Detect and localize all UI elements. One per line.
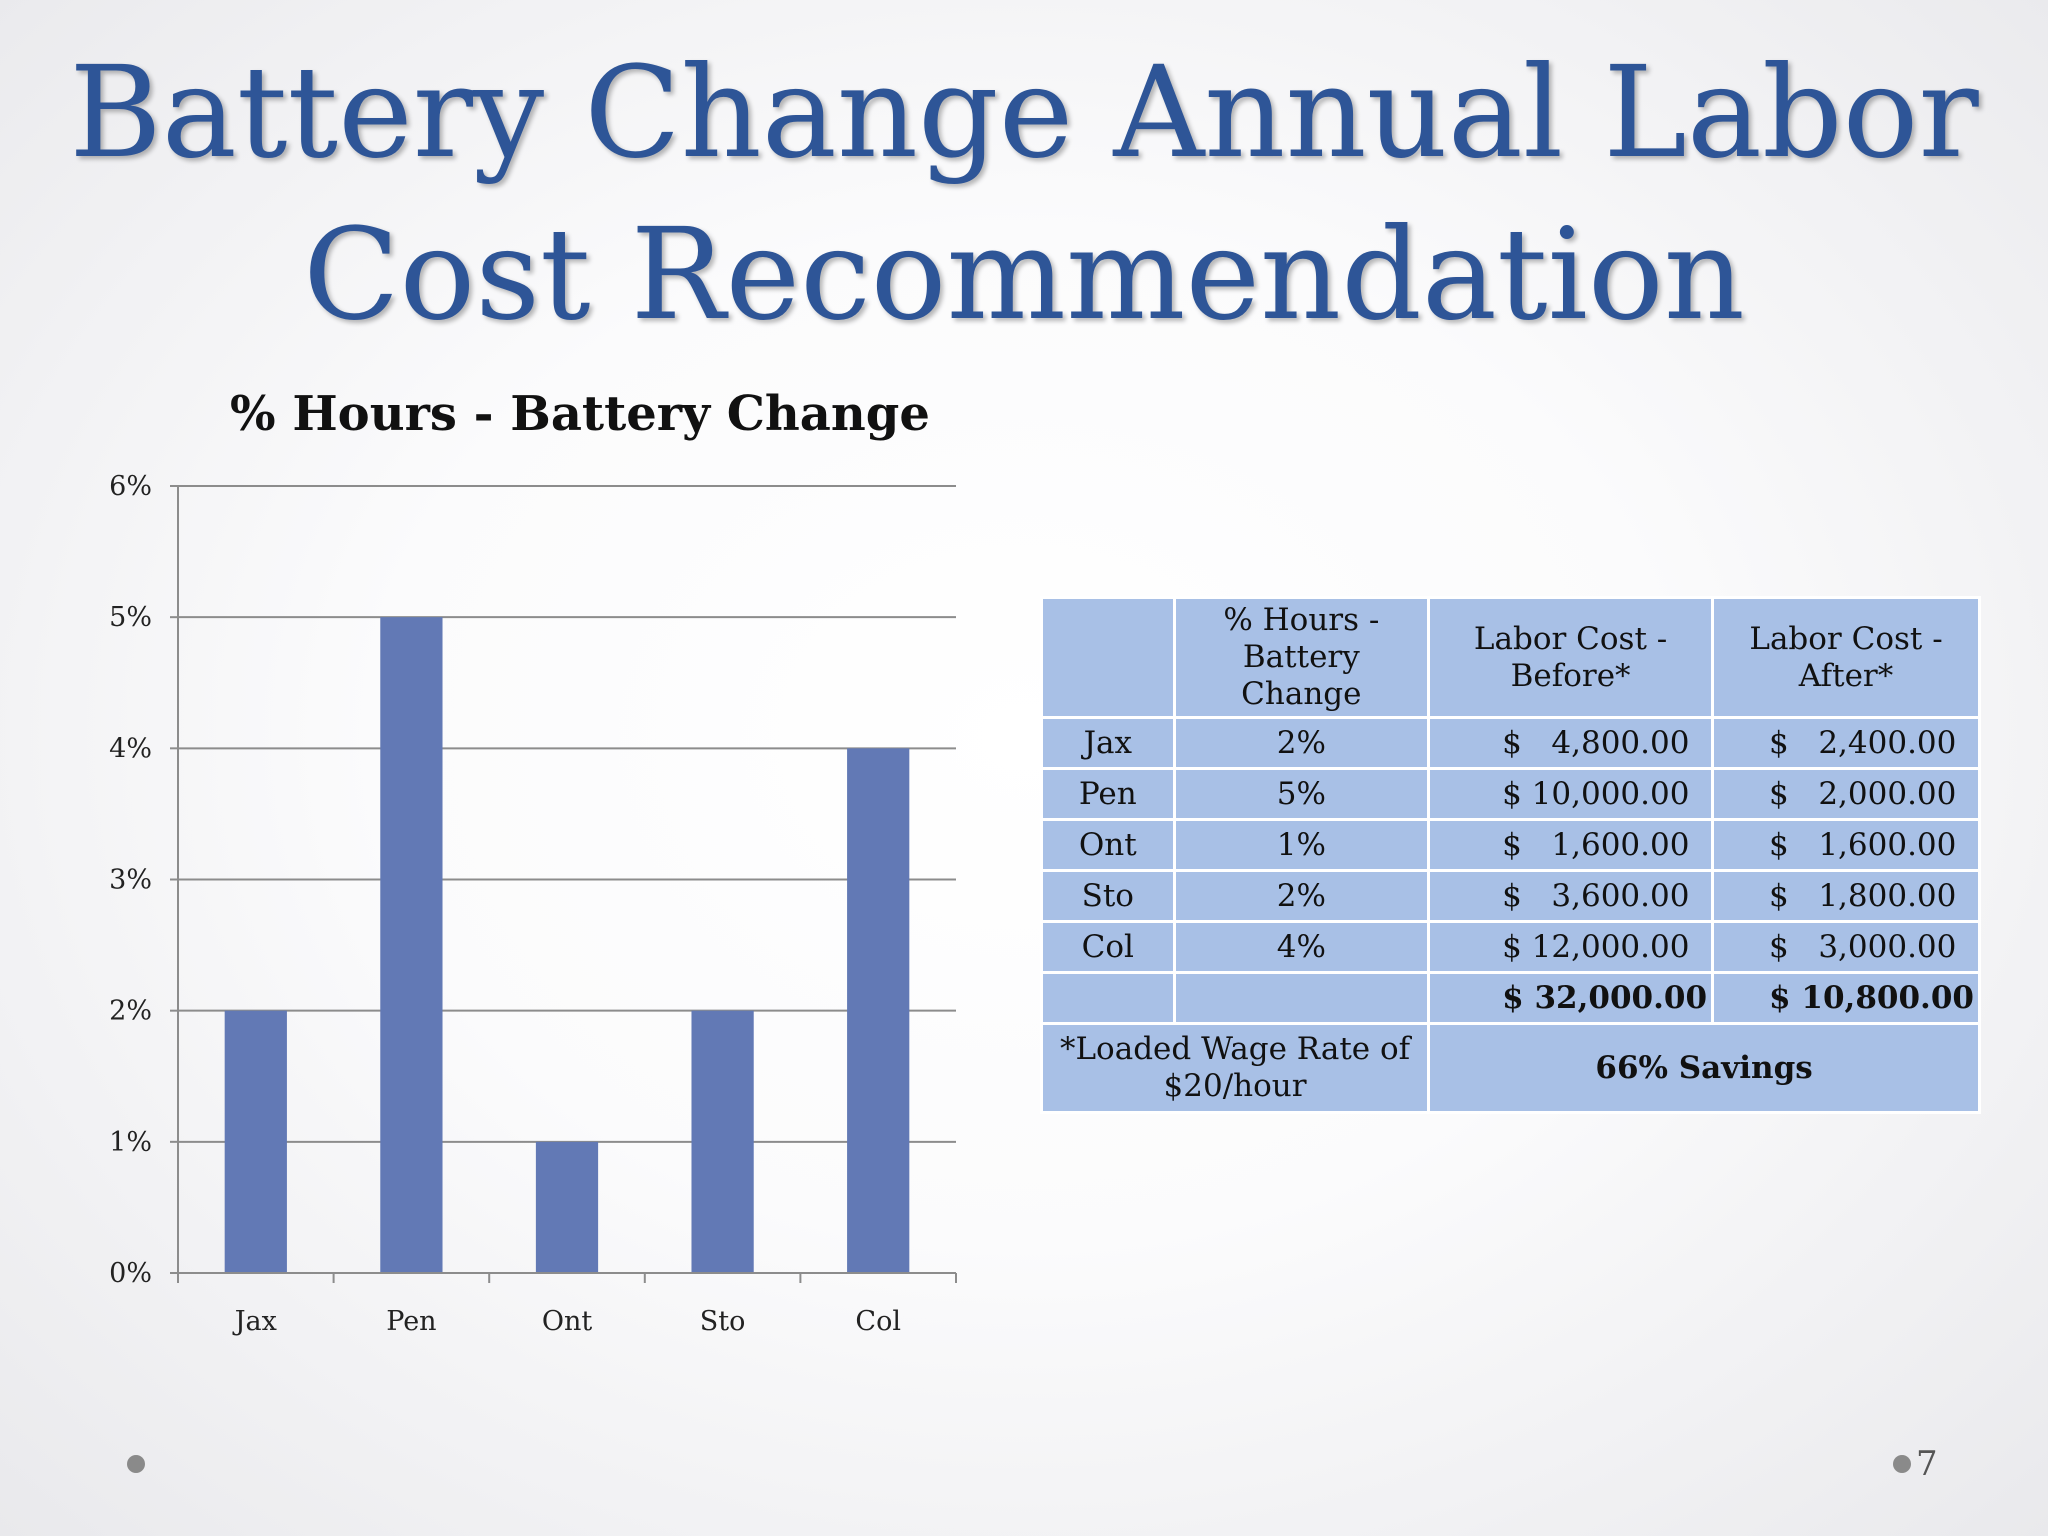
bullet-dot-left	[127, 1455, 145, 1473]
bar-pen	[380, 617, 443, 1273]
bar-sto	[691, 1010, 754, 1273]
wage-rate-footnote: *Loaded Wage Rate of $20/hour	[1039, 1022, 1431, 1114]
chart-title: % Hours - Battery Change	[230, 386, 930, 442]
slide-title: Battery Change Annual Labor Cost Recomme…	[0, 32, 2048, 356]
after-cell: $ 2,000.00	[1711, 767, 1981, 821]
x-tick-label: Pen	[386, 1306, 436, 1337]
x-tick-label: Sto	[700, 1306, 746, 1337]
table-header-row: % Hours - Battery Change Labor Cost - Be…	[1040, 596, 1981, 719]
total-after-cell: $ 10,800.00	[1711, 971, 1981, 1025]
total-empty-cell	[1040, 971, 1176, 1025]
after-cell: $ 1,800.00	[1711, 869, 1981, 923]
after-cell: $ 3,000.00	[1711, 920, 1981, 974]
table-total-row: $ 32,000.00 $ 10,800.00	[1040, 971, 1981, 1025]
site-cell: Jax	[1040, 716, 1176, 770]
y-tick-label: 1%	[109, 1127, 152, 1158]
table-footer-row: *Loaded Wage Rate of $20/hour 66% Saving…	[1039, 1022, 1981, 1114]
total-empty-cell	[1172, 971, 1431, 1025]
y-tick-label: 2%	[109, 996, 152, 1027]
site-cell: Sto	[1040, 869, 1176, 923]
pct-cell: 4%	[1172, 920, 1431, 974]
slide-title-line-2: Cost Recommendation	[303, 201, 1745, 348]
before-cell: $ 3,600.00	[1427, 869, 1715, 923]
before-cell: $ 12,000.00	[1427, 920, 1715, 974]
table-row: Pen 5% $ 10,000.00 $ 2,000.00	[1040, 767, 1981, 821]
site-cell: Pen	[1040, 767, 1176, 821]
y-tick-label: 6%	[109, 471, 152, 502]
x-tick-label: Jax	[232, 1306, 277, 1337]
site-cell: Ont	[1040, 818, 1176, 872]
site-cell: Col	[1040, 920, 1176, 974]
before-cell: $ 10,000.00	[1427, 767, 1715, 821]
y-tick-label: 3%	[109, 865, 152, 896]
header-cell-after: Labor Cost - After*	[1711, 596, 1981, 719]
table-row: Sto 2% $ 3,600.00 $ 1,800.00	[1040, 869, 1981, 923]
total-before-cell: $ 32,000.00	[1427, 971, 1715, 1025]
y-tick-label: 4%	[109, 733, 152, 764]
page-number: 7	[1916, 1444, 1938, 1484]
before-cell: $ 1,600.00	[1427, 818, 1715, 872]
bar-col	[847, 748, 910, 1273]
after-cell: $ 1,600.00	[1711, 818, 1981, 872]
pct-cell: 2%	[1172, 716, 1431, 770]
header-cell-before: Labor Cost - Before*	[1427, 596, 1715, 719]
y-tick-label: 0%	[109, 1258, 152, 1289]
after-cell: $ 2,400.00	[1711, 716, 1981, 770]
savings-cell: 66% Savings	[1427, 1022, 1981, 1114]
table-row: Ont 1% $ 1,600.00 $ 1,600.00	[1040, 818, 1981, 872]
x-tick-label: Col	[855, 1306, 901, 1337]
y-tick-label: 5%	[109, 602, 152, 633]
x-tick-label: Ont	[542, 1306, 593, 1337]
bar-jax	[224, 1010, 287, 1273]
header-cell-site	[1040, 596, 1176, 719]
labor-cost-table: % Hours - Battery Change Labor Cost - Be…	[1039, 596, 1981, 1114]
slide-title-line-1: Battery Change Annual Labor	[69, 39, 1979, 186]
bar-ont	[535, 1141, 599, 1273]
header-cell-pct: % Hours - Battery Change	[1172, 596, 1431, 719]
table-row: Jax 2% $ 4,800.00 $ 2,400.00	[1040, 716, 1981, 770]
bullet-dot-right	[1893, 1455, 1911, 1473]
before-cell: $ 4,800.00	[1427, 716, 1715, 770]
pct-cell: 1%	[1172, 818, 1431, 872]
pct-cell: 5%	[1172, 767, 1431, 821]
pct-cell: 2%	[1172, 869, 1431, 923]
table-row: Col 4% $ 12,000.00 $ 3,000.00	[1040, 920, 1981, 974]
